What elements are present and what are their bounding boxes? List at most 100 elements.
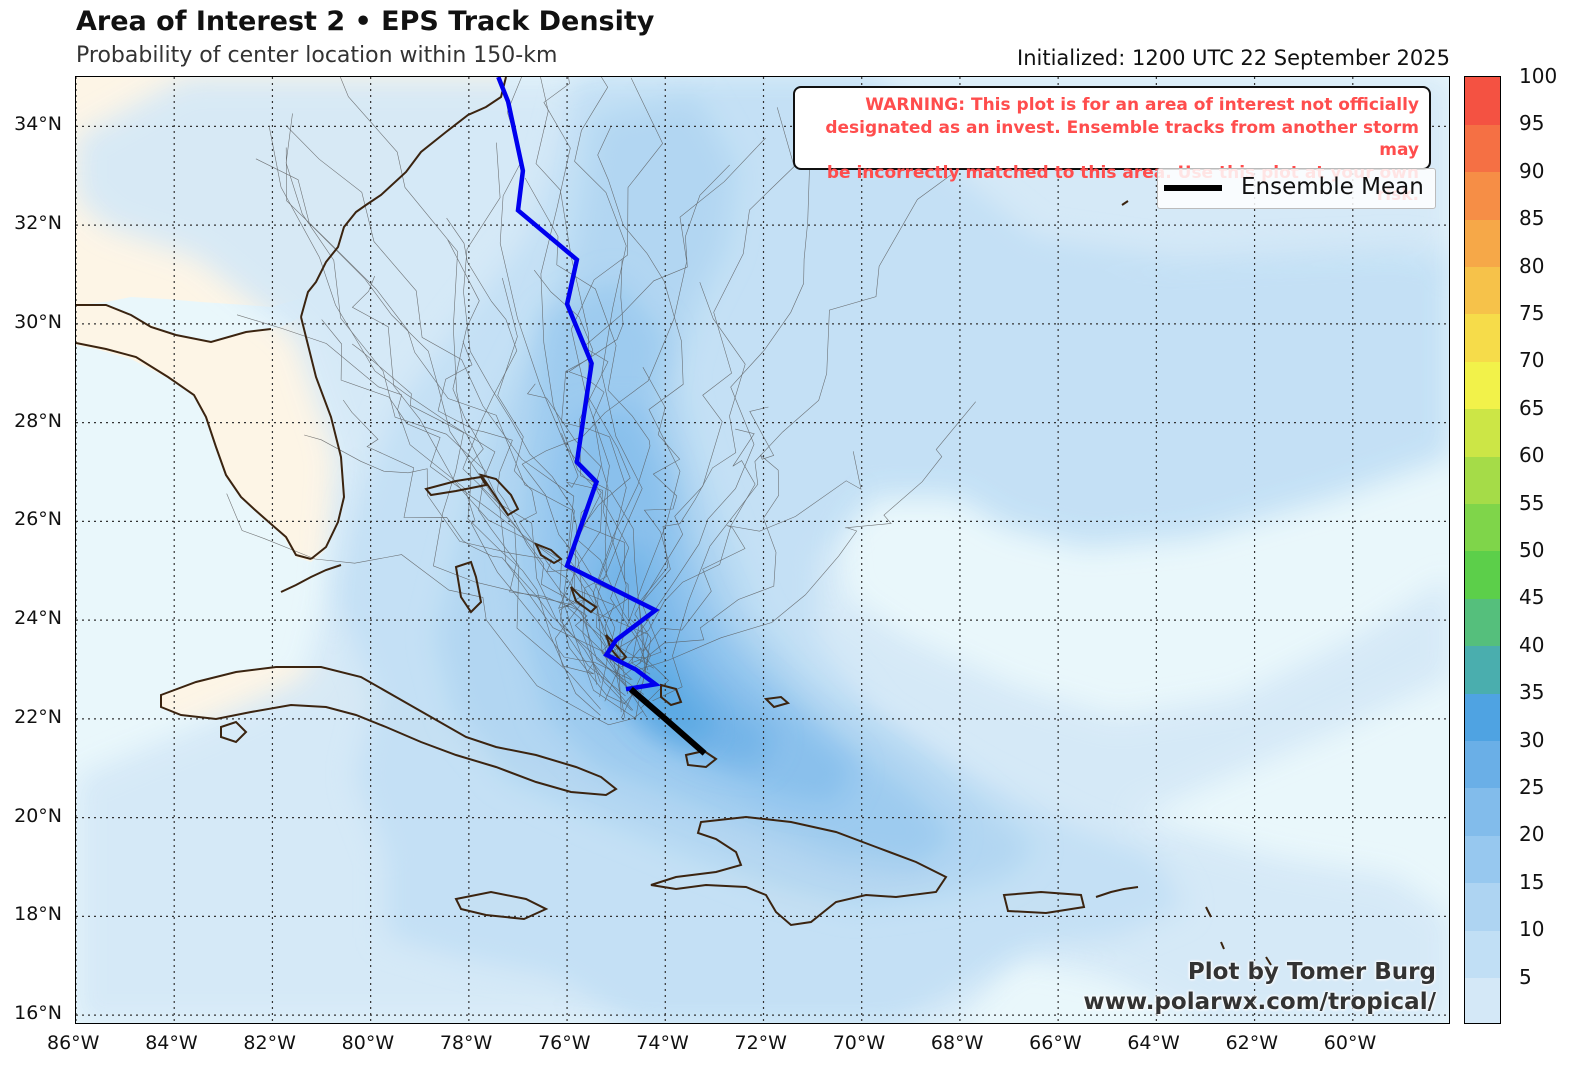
colorbar-segment — [1465, 835, 1500, 884]
lon-tick-label: 86°W — [47, 1032, 100, 1054]
member-track — [597, 126, 684, 678]
warning-line-2: designated as an invest. Ensemble tracks… — [825, 117, 1419, 161]
coast-grand-bahama — [424, 475, 488, 497]
lon-tick-label: 70°W — [832, 1032, 886, 1054]
warning-line-1: WARNING: This plot is for an area of int… — [865, 95, 1419, 115]
map-panel — [75, 76, 1450, 1024]
colorbar-segment — [1465, 551, 1500, 599]
member-track — [635, 282, 746, 719]
colorbar-tick-label: 65 — [1519, 395, 1545, 420]
lon-tick-label: 80°W — [341, 1032, 395, 1054]
member-track — [342, 399, 626, 686]
colorbar-tick-label: 30 — [1519, 727, 1545, 752]
coast-puerto-rico — [1002, 890, 1086, 915]
colorbar-tick-label: 5 — [1519, 964, 1532, 989]
coast-turks — [763, 695, 791, 709]
coast-acklins — [660, 683, 683, 707]
lon-tick-label: 64°W — [1127, 1032, 1180, 1054]
member-track — [352, 343, 633, 681]
colorbar-segment — [1465, 77, 1500, 125]
colorbar-tick-label: 85 — [1519, 206, 1545, 231]
lat-tick-label: 16°N — [14, 1002, 62, 1025]
coast-cuba — [160, 666, 618, 797]
legend: Ensemble Mean — [1157, 168, 1436, 209]
colorbar-tick-label: 10 — [1519, 917, 1545, 942]
lat-tick-label: 28°N — [14, 409, 62, 432]
member-track — [340, 77, 647, 718]
colorbar-segment — [1465, 266, 1500, 315]
colorbar-segment — [1465, 408, 1500, 457]
member-track — [554, 433, 632, 680]
colorbar-tick-label: 80 — [1519, 253, 1545, 278]
member-track — [285, 147, 615, 663]
map-canvas — [76, 77, 1449, 1023]
coast-bermuda — [1121, 200, 1129, 206]
coast-exuma — [570, 586, 598, 614]
lat-tick-label: 26°N — [14, 508, 62, 531]
colorbar-segment — [1465, 930, 1500, 979]
member-track — [606, 428, 756, 709]
coast-andros — [454, 560, 483, 614]
colorbar-segment — [1465, 219, 1500, 268]
lat-tick-label: 20°N — [14, 804, 62, 827]
member-track — [255, 158, 654, 669]
member-track — [285, 113, 601, 710]
mean-track-black — [628, 686, 707, 756]
colorbar-tick-label: 50 — [1519, 538, 1545, 562]
colorbar-tick-label: 75 — [1519, 301, 1545, 325]
coast-gulf — [76, 304, 272, 344]
coast-hispaniola — [650, 815, 948, 927]
colorbar-tick-label: 55 — [1519, 490, 1545, 515]
lat-tick-label: 32°N — [14, 212, 62, 235]
member-track — [568, 258, 624, 683]
member-track — [574, 77, 643, 713]
member-track — [437, 341, 607, 661]
coast-isle-of-youth — [220, 720, 248, 744]
colorbar-tick-label: 40 — [1519, 632, 1545, 657]
coast-lesser-antilles — [1205, 906, 1272, 966]
coast-us-atlantic — [300, 77, 507, 318]
lon-tick-label: 66°W — [1029, 1032, 1082, 1054]
colorbar-segment — [1465, 124, 1500, 173]
member-track — [570, 77, 663, 719]
member-track — [652, 174, 952, 702]
ensemble-mean-label: Ensemble Mean — [1241, 174, 1424, 200]
colorbar-tick-label: 45 — [1519, 585, 1545, 610]
lat-tick-label: 34°N — [14, 113, 62, 136]
lat-tick-label: 22°N — [14, 705, 62, 728]
member-track — [446, 217, 626, 697]
lat-tick-label: 18°N — [14, 903, 62, 926]
coast-virgin-islands — [1095, 886, 1139, 898]
colorbar-segment — [1465, 788, 1500, 836]
colorbar-segment — [1465, 314, 1500, 362]
colorbar-tick-label: 25 — [1519, 775, 1545, 799]
member-track — [540, 77, 649, 671]
ensemble-mean-swatch — [1164, 185, 1222, 191]
density-25pct — [556, 407, 856, 807]
member-track — [619, 107, 795, 668]
figure-title: Area of Interest 2 • EPS Track Density — [76, 6, 655, 37]
member-track — [351, 275, 637, 719]
member-track — [626, 451, 862, 666]
member-track — [304, 434, 633, 697]
member-track — [463, 142, 632, 711]
colorbar-tick-label: 100 — [1519, 64, 1558, 88]
colorbar-segment — [1465, 977, 1500, 1023]
colorbar-tick-label: 90 — [1519, 158, 1545, 183]
colorbar-segment — [1465, 456, 1500, 505]
member-track — [226, 493, 644, 726]
credit-url: www.polarwx.com/tropical/ — [1083, 989, 1436, 1015]
lon-tick-label: 74°W — [636, 1032, 689, 1054]
member-track — [268, 125, 626, 719]
member-track — [623, 367, 681, 705]
colorbar-segment — [1465, 598, 1500, 647]
member-track — [638, 401, 976, 670]
colorbar-segment — [1465, 882, 1500, 931]
lon-tick-label: 62°W — [1225, 1032, 1279, 1054]
colorbar-segment — [1465, 171, 1500, 220]
colorbar-segment — [1465, 361, 1500, 410]
colorbar-segment — [1465, 645, 1500, 694]
coast-florida-keys — [280, 564, 342, 593]
colorbar-tick-label: 20 — [1519, 822, 1545, 847]
credit-author: Plot by Tomer Burg — [1187, 959, 1436, 985]
